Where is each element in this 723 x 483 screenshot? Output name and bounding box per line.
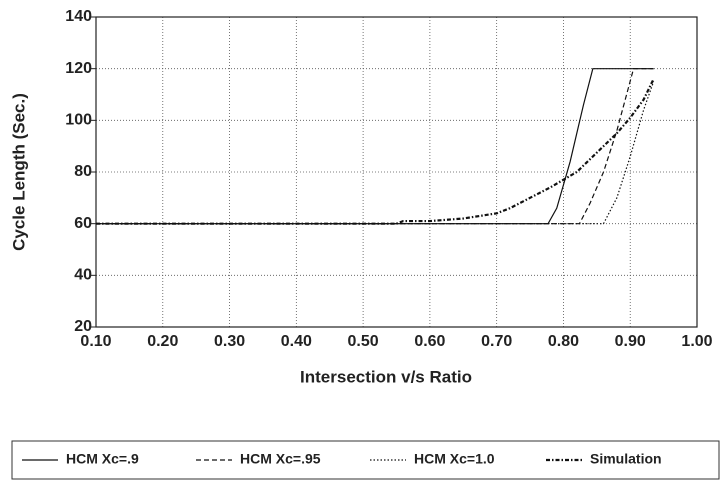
y-tick-label: 60 [74,215,92,232]
legend-label: Simulation [590,451,662,467]
legend-label: HCM Xc=.95 [240,451,321,467]
x-tick-label: 0.10 [80,333,111,350]
x-tick-label: 0.40 [281,333,312,350]
y-tick-label: 140 [65,8,92,25]
x-tick-label: 0.30 [214,333,245,350]
y-tick-label: 40 [74,267,92,284]
x-axis-title: Intersection v/s Ratio [300,367,472,386]
y-tick-label: 100 [65,112,92,129]
y-tick-label: 20 [74,318,92,335]
x-tick-label: 0.60 [414,333,445,350]
plot-frame [95,16,698,328]
x-tick-label: 0.80 [548,333,579,350]
series-line [96,68,654,225]
x-tick-label: 1.00 [681,333,712,350]
x-tick-label: 0.50 [348,333,379,350]
x-tick-label: 0.70 [481,333,512,350]
legend-box [11,440,720,480]
legend-label: HCM Xc=1.0 [414,451,495,467]
series-line [96,81,655,225]
y-tick-label: 120 [65,60,92,77]
legend-label: HCM Xc=.9 [66,451,139,467]
series-line [96,78,655,225]
x-tick-label: 0.90 [615,333,646,350]
y-tick-label: 80 [74,163,92,180]
x-tick-label: 0.20 [147,333,178,350]
series-line [96,68,654,225]
y-axis-title: Cycle Length (Sec.) [9,93,28,251]
